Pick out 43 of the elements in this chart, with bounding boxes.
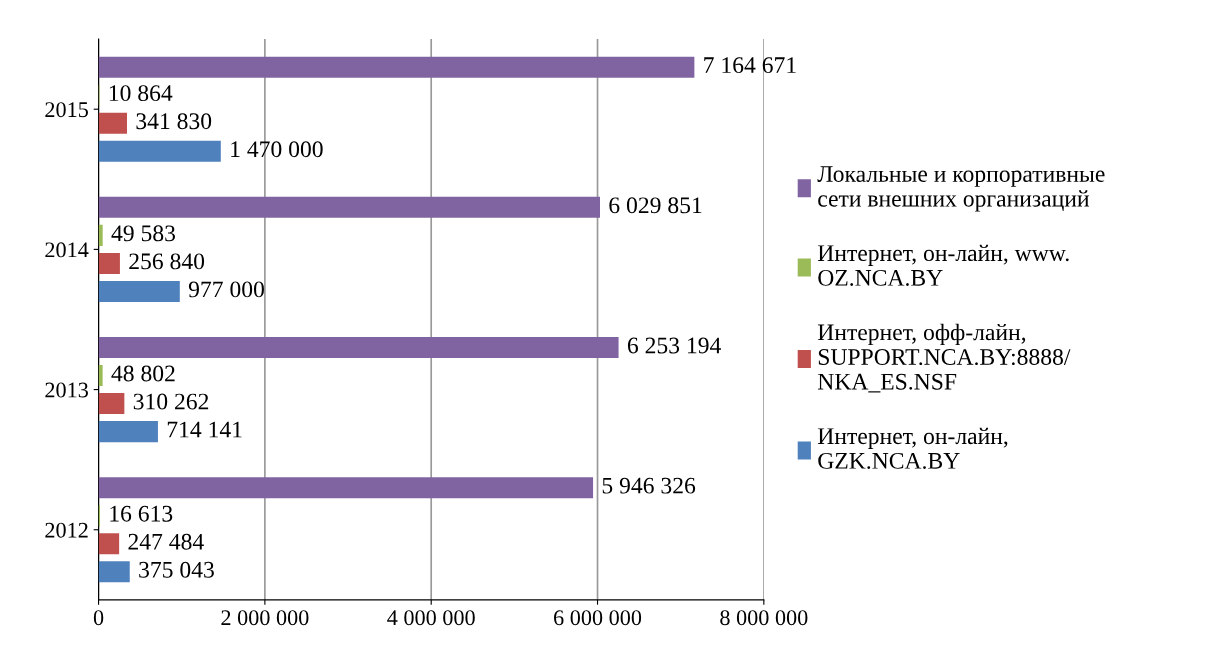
data-label: 6 253 194 — [627, 337, 721, 354]
bar — [98, 112, 127, 134]
bar — [98, 224, 103, 246]
y-tick-label: 2013 — [45, 382, 88, 398]
bar — [98, 337, 619, 359]
data-label: 977 000 — [188, 281, 264, 298]
data-label: 247 484 — [128, 533, 204, 550]
bar — [98, 393, 125, 415]
bar — [98, 365, 103, 387]
legend-label: Интернет, офф-лайн, SUPPORT.NCA.BY:8888/ NKA_ES.NSF — [817, 323, 1071, 393]
y-tick-label: 2012 — [45, 522, 88, 538]
data-label: 10 864 — [109, 85, 173, 102]
data-label: 16 613 — [110, 505, 173, 522]
y-tick-label: 2014 — [45, 242, 89, 258]
bar — [98, 252, 120, 274]
bar — [98, 196, 600, 218]
data-label: 714 141 — [167, 421, 242, 438]
legend-label: Интернет, он-лайн, GZK.NCA.BY — [817, 427, 1008, 469]
x-tick-label: 4 000 000 — [387, 610, 475, 626]
data-label: 375 043 — [139, 561, 214, 578]
data-label: 6 029 851 — [609, 197, 702, 214]
data-label: 49 583 — [111, 225, 176, 242]
bar — [98, 561, 130, 583]
legend-label: Локальные и корпоративные сети внешних организаций — [817, 166, 1105, 212]
data-label: 7 164 671 — [704, 57, 796, 74]
bar — [98, 280, 180, 302]
bar — [98, 533, 120, 555]
x-tick-label: 0 — [93, 610, 104, 626]
bar — [98, 477, 594, 499]
data-label: 310 262 — [133, 393, 209, 410]
data-label: 48 802 — [111, 365, 175, 382]
x-tick-label: 2 000 000 — [221, 610, 309, 626]
x-tick-label: 6 000 000 — [554, 610, 642, 626]
data-label: 1 470 000 — [231, 141, 323, 158]
data-label: 256 840 — [129, 253, 205, 270]
bar — [98, 421, 158, 443]
legend-label: Интернет, он-лайн, www. OZ.NCA.BY — [817, 244, 1069, 286]
bar — [98, 140, 221, 162]
y-tick-label: 2015 — [45, 102, 88, 118]
bar — [98, 56, 695, 78]
data-label: 341 830 — [136, 113, 212, 130]
data-label: 5 946 326 — [602, 477, 696, 494]
x-tick-label: 8 000 000 — [720, 610, 808, 626]
